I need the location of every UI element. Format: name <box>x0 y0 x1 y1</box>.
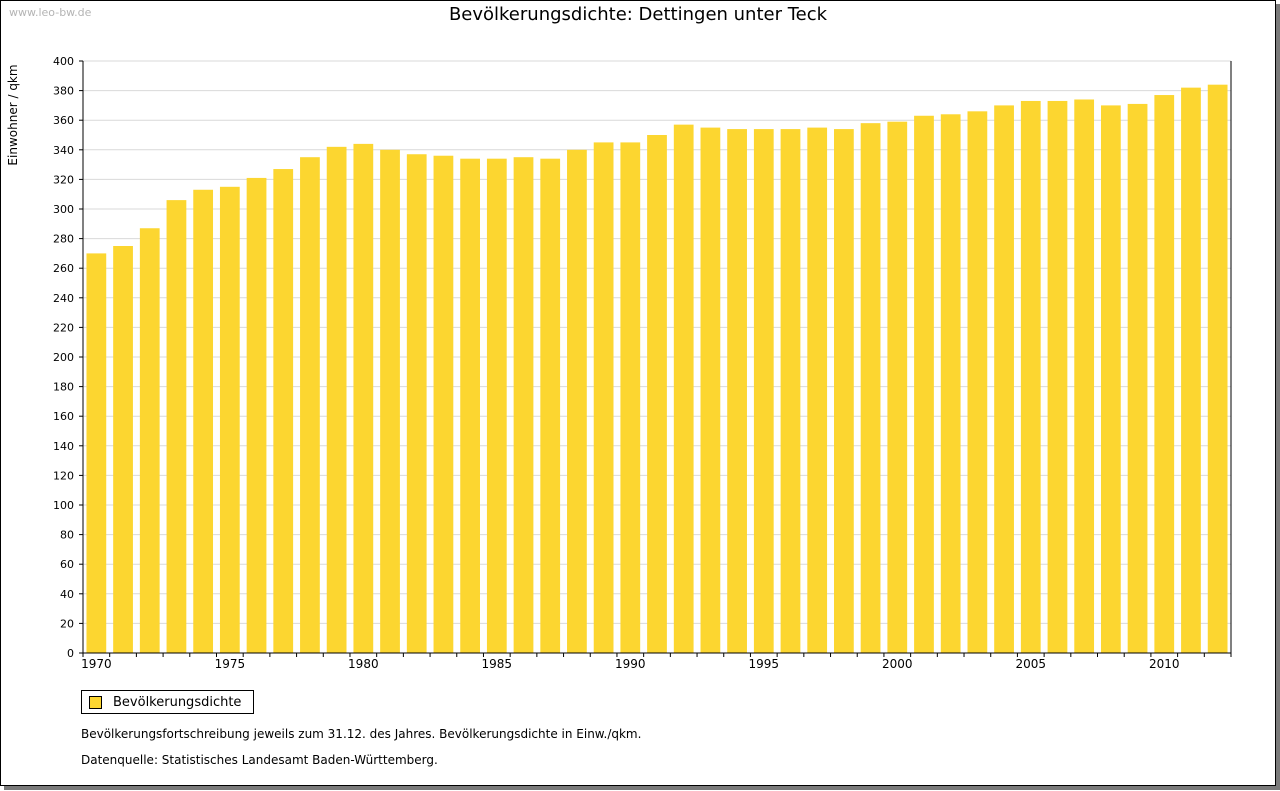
bar-1970 <box>86 253 107 653</box>
bar-2005 <box>1020 100 1041 653</box>
bar-2000 <box>887 121 908 654</box>
bar-1976 <box>246 177 267 654</box>
y-tick-label: 400 <box>53 55 74 68</box>
y-tick-label: 160 <box>53 410 74 423</box>
y-tick-label: 360 <box>53 114 74 127</box>
bar-1986 <box>513 157 534 653</box>
x-tick-label: 2010 <box>1149 657 1180 671</box>
y-tick-label: 180 <box>53 381 74 394</box>
y-tick-label: 140 <box>53 440 74 453</box>
bar-1994 <box>727 129 747 653</box>
x-tick-label: 2005 <box>1015 657 1046 671</box>
y-tick-label: 20 <box>60 617 74 630</box>
bar-1977 <box>273 169 294 654</box>
y-tick-label: 200 <box>53 351 74 364</box>
bar-1981 <box>380 149 400 654</box>
bar-1971 <box>113 246 133 653</box>
bar-2002 <box>940 114 961 653</box>
y-tick-label: 280 <box>53 233 74 246</box>
bar-1975 <box>219 186 240 654</box>
bar-chart: 0 20 40 60 80 100 120 140 160 180 200 220 240 260 280 3… <box>6 55 1232 671</box>
footnote-source: Datenquelle: Statistisches Landesamt Bad… <box>81 753 438 767</box>
bar-2001 <box>914 115 934 653</box>
bar-2004 <box>994 105 1014 653</box>
legend: Bevölkerungsdichte <box>81 690 255 714</box>
y-tick-labels: 0 20 40 60 80 100 120 140 160 180 200 220 240 260 280 3… <box>53 55 83 660</box>
y-tick-label: 340 <box>53 144 74 157</box>
y-axis-label: Einwohner / qkm <box>6 64 20 165</box>
y-tick-label: 300 <box>53 203 74 216</box>
bar-1990 <box>620 142 641 653</box>
bar-1978 <box>300 157 320 653</box>
bar-1993 <box>700 127 721 654</box>
y-tick-label: 240 <box>53 292 74 305</box>
x-tick-labels: 1970 1975 1980 1985 1990 1995 2000 2005 2010 <box>81 653 1232 671</box>
x-tick-label: 1985 <box>482 657 513 671</box>
bar-1996 <box>780 129 801 653</box>
bar-2009 <box>1127 103 1148 654</box>
y-tick-label: 120 <box>53 469 74 482</box>
bar-1982 <box>406 154 427 654</box>
bar-1974 <box>193 189 214 653</box>
bar-1989 <box>593 142 614 653</box>
bar-1972 <box>139 228 160 654</box>
y-tick-label: 260 <box>53 262 74 275</box>
legend-label: Bevölkerungsdichte <box>113 694 242 710</box>
bar-2008 <box>1100 105 1121 653</box>
bar-1992 <box>673 124 694 653</box>
legend-swatch <box>89 695 102 709</box>
bar-1980 <box>353 143 374 653</box>
x-tick-label: 1980 <box>348 657 379 671</box>
y-tick-label: 100 <box>53 499 74 512</box>
y-tick-label: 320 <box>53 173 74 186</box>
bar-1995 <box>753 129 774 653</box>
bar-1997 <box>807 127 828 654</box>
y-tick-label: 220 <box>53 321 74 334</box>
bar-1983 <box>433 155 454 653</box>
bar-1973 <box>166 200 187 653</box>
x-tick-label: 1975 <box>215 657 246 671</box>
y-tick-label: 60 <box>60 558 74 571</box>
bar-2007 <box>1074 99 1095 654</box>
x-tick-label: 1970 <box>81 657 112 671</box>
x-tick-label: 1995 <box>749 657 780 671</box>
bar-1998 <box>834 129 854 653</box>
bar-1979 <box>326 146 347 653</box>
bar-1984 <box>460 158 480 653</box>
bar-1991 <box>647 135 667 653</box>
y-tick-label: 80 <box>60 529 74 542</box>
bar-2003 <box>967 111 988 653</box>
bar-2012 <box>1207 84 1228 654</box>
bar-2011 <box>1181 87 1201 653</box>
chart-title: Bevölkerungsdichte: Dettingen unter Teck <box>448 4 828 25</box>
bar-1988 <box>567 149 587 654</box>
y-tick-label: 380 <box>53 85 74 98</box>
y-tick-label: 40 <box>60 588 74 601</box>
x-tick-label: 2000 <box>882 657 913 671</box>
bars <box>86 84 1228 654</box>
bar-1985 <box>486 158 507 653</box>
footnote-method: Bevölkerungsfortschreibung jeweils zum 3… <box>81 727 642 741</box>
bar-1987 <box>540 158 561 653</box>
y-tick-label: 0 <box>67 647 74 660</box>
x-tick-label: 1990 <box>615 657 646 671</box>
watermark: www.leo-bw.de <box>9 6 92 19</box>
bar-2010 <box>1154 95 1175 654</box>
bar-1999 <box>860 123 881 653</box>
bar-2006 <box>1047 100 1068 653</box>
